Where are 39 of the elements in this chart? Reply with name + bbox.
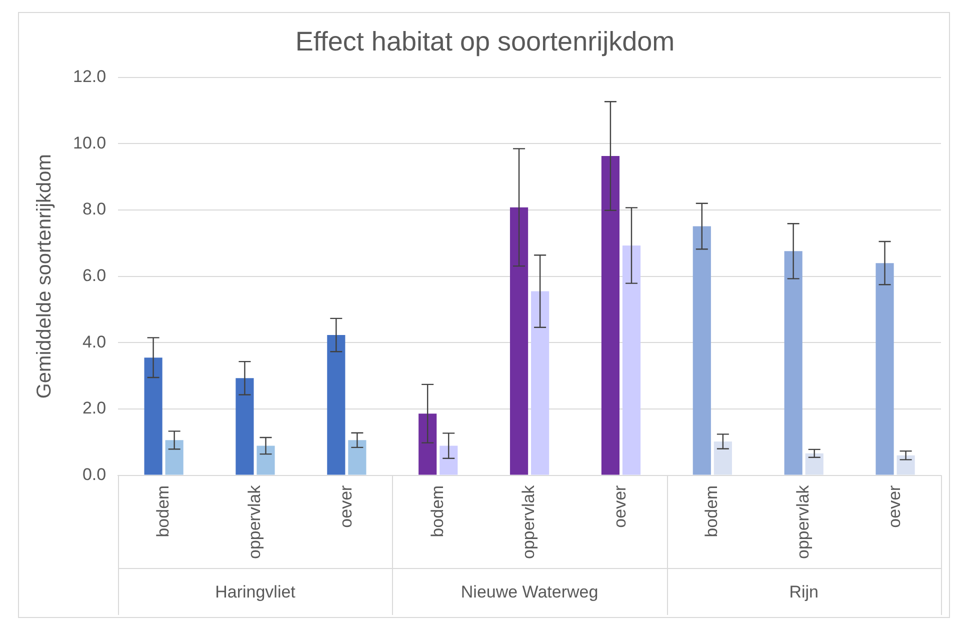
bar	[692, 226, 711, 475]
x-tick-label: oever	[884, 484, 904, 528]
y-tick-label: 4.0	[82, 332, 106, 352]
y-tick-label: 2.0	[82, 398, 106, 418]
text: Rijn	[789, 582, 818, 602]
chart-title: Effect habitat op soortenrijkdom	[295, 26, 675, 57]
y-tick-label: 0.0	[82, 464, 106, 484]
bar	[510, 207, 528, 475]
bar	[601, 156, 620, 475]
bar	[327, 335, 346, 475]
bar	[256, 446, 275, 475]
x-tick-label: oppervlak	[519, 484, 538, 560]
y-tick-label: 10.0	[72, 133, 106, 152]
bar	[236, 378, 254, 475]
y-tick-label: 8.0	[82, 200, 106, 219]
y-tick-label: 6.0	[82, 266, 106, 286]
x-tick-label: oppervlak	[794, 484, 813, 560]
y-tick-label: 12.0	[72, 67, 106, 86]
bar	[418, 414, 437, 475]
bar	[531, 291, 550, 475]
bar	[896, 455, 915, 475]
bar	[622, 246, 641, 475]
text: Nieuwe Waterweg	[460, 582, 598, 602]
bar	[165, 440, 184, 475]
bar	[440, 446, 458, 475]
y-axis-title: Gemiddelde soortenrijkdom	[34, 154, 56, 399]
text: Haringvliet	[215, 582, 296, 602]
bar	[144, 358, 162, 475]
x-tick-label: bodem	[702, 485, 722, 538]
bar	[876, 263, 894, 475]
x-tick-label: bodem	[153, 485, 172, 538]
bar	[805, 453, 824, 475]
bar	[784, 251, 802, 475]
x-tick-label: oever	[336, 484, 356, 528]
x-tick-label: oppervlak	[244, 484, 264, 560]
x-tick-label: bodem	[428, 485, 447, 538]
bar	[348, 440, 366, 475]
bar	[714, 441, 732, 475]
x-tick-label: oever	[610, 484, 630, 528]
